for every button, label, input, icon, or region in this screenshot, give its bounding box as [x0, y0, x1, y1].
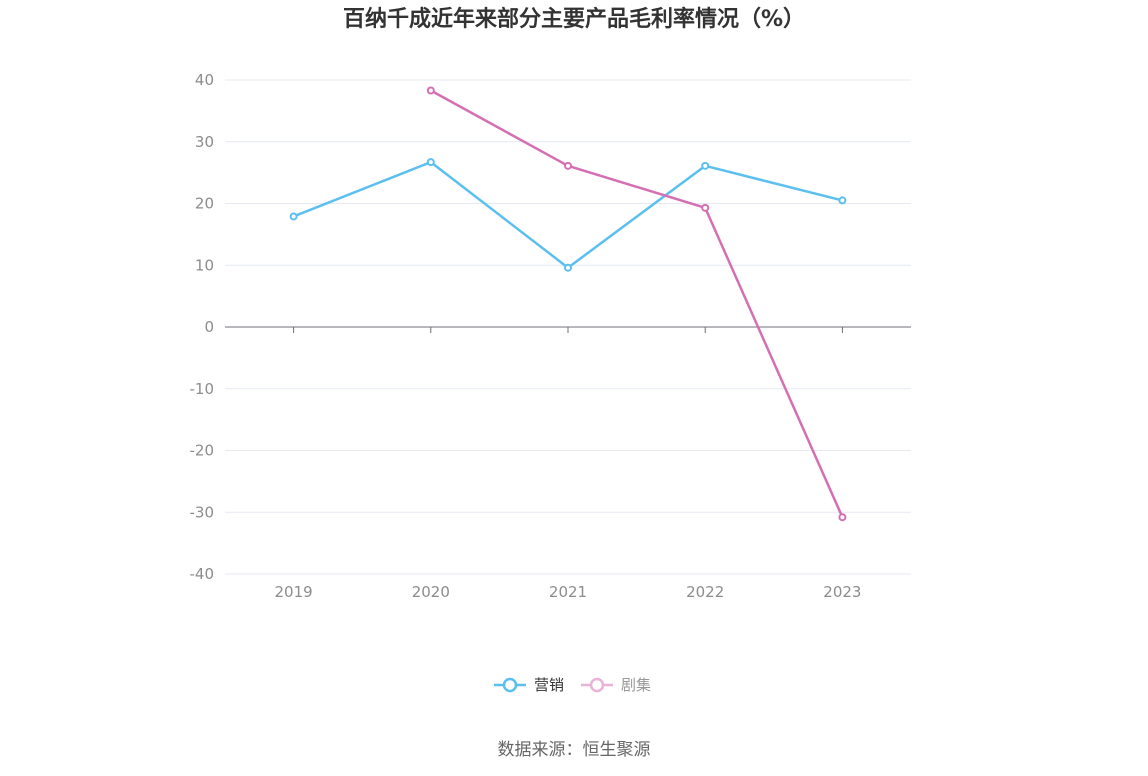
y-tick-label: -30	[190, 503, 215, 521]
y-axis-labels: 40 30 20 10 0 -10 -20 -30 -40	[190, 71, 215, 583]
x-tick-label: 2019	[275, 583, 313, 601]
data-point	[426, 158, 435, 167]
data-point	[564, 263, 572, 272]
y-tick-label: -20	[190, 442, 215, 460]
x-axis-labels: 2019 2020 2021 2022 2023	[275, 583, 862, 601]
x-tick-label: 2020	[412, 583, 450, 601]
legend-item[interactable]: 营销	[494, 676, 564, 694]
data-point	[701, 161, 710, 170]
source-note: 数据来源：恒生聚源	[498, 740, 651, 760]
y-tick-label: 30	[195, 133, 214, 151]
series-2	[426, 86, 847, 522]
grid	[225, 79, 911, 575]
x-tick-label: 2022	[686, 583, 724, 601]
data-point	[426, 86, 435, 95]
y-tick-label: -40	[190, 565, 215, 583]
legend-label: 营销	[534, 676, 564, 694]
y-tick-label: -10	[190, 380, 215, 398]
x-axis	[225, 326, 911, 333]
data-point	[701, 203, 710, 212]
series-lines	[289, 86, 847, 522]
x-tick-label: 2023	[823, 583, 861, 601]
legend-item[interactable]: 剧集	[581, 676, 651, 694]
series-line	[293, 160, 843, 269]
series-1	[289, 158, 847, 272]
y-tick-label: 20	[195, 195, 214, 213]
legend-marker	[589, 677, 605, 693]
data-point	[838, 196, 847, 205]
legend-label: 剧集	[621, 676, 651, 694]
x-tick-label: 2021	[549, 583, 587, 601]
series-line	[430, 89, 844, 518]
y-tick-label: 0	[204, 318, 214, 336]
data-point	[289, 212, 298, 221]
y-tick-label: 10	[195, 256, 214, 274]
data-point	[564, 161, 572, 170]
y-tick-label: 40	[195, 71, 214, 89]
legend: 营销 剧集	[494, 676, 651, 694]
data-point	[838, 513, 847, 522]
legend-marker	[502, 677, 518, 693]
chart-title: 百纳千成近年来部分主要产品毛利率情况（%）	[343, 6, 805, 32]
